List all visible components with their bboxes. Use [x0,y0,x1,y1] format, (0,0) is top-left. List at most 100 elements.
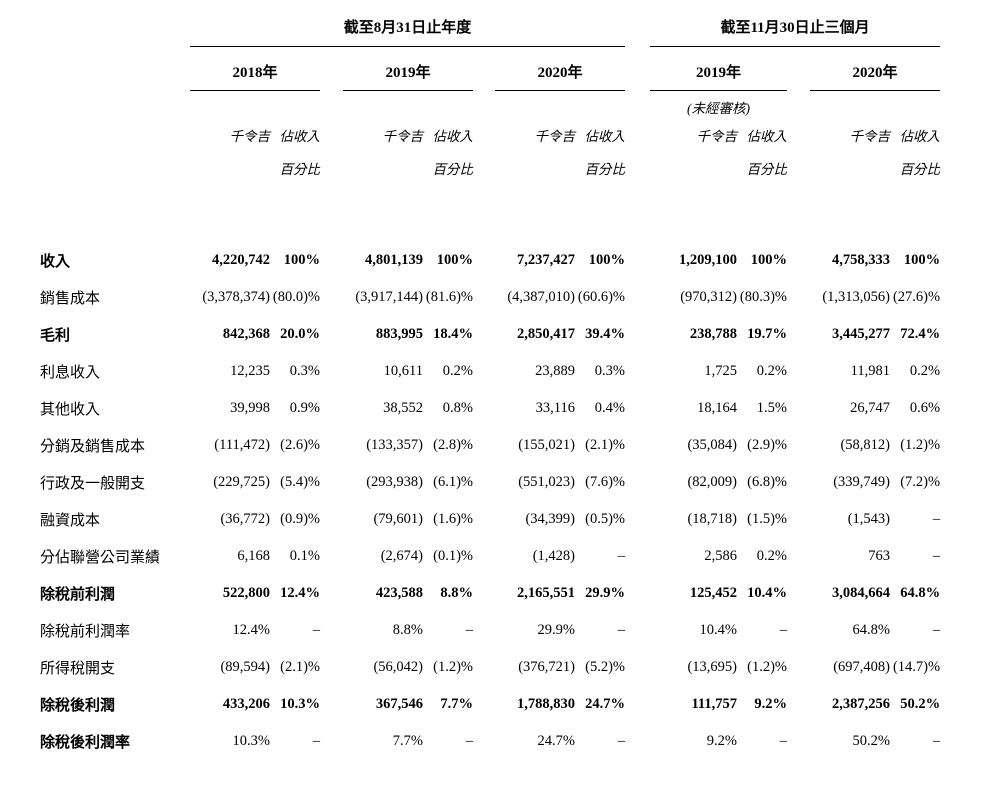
cell-percent: (7.6)% [585,474,626,490]
row-label: 融資成本 [40,513,101,529]
column-spacer [473,538,495,575]
cell-amount: 26,747 [850,400,891,416]
column-spacer [787,538,810,575]
cell-amount: (34,399) [525,511,575,527]
cell-percent: 29.9% [585,585,626,601]
cell-amount: 38,552 [383,400,423,416]
column-spacer [787,279,810,316]
column-spacer [787,353,810,390]
column-spacer [787,501,810,538]
cell-percent: – [779,733,788,749]
cell-amount: (293,938) [366,474,423,490]
cell-percent: (2.9)% [747,437,788,453]
cell-percent: – [465,622,473,638]
cell-percent: 0.2% [442,363,473,379]
unit-label-thousand-ringgit: 千令吉 [534,129,576,144]
cell-amount: 12,235 [230,363,270,379]
column-spacer [473,612,495,649]
column-spacer [320,46,343,90]
unit-label-thousand-ringgit: 千令吉 [382,129,424,144]
cell-percent: 0.6% [909,400,941,416]
year-header-q2020: 2020年 [810,46,941,91]
cell-amount: 3,084,664 [832,585,891,601]
pct-of-revenue-label-line1: 佔收入 [584,129,626,144]
group-gap-spacer [625,279,650,316]
cell-amount: (1,428) [532,548,575,564]
column-spacer [473,120,495,186]
cell-percent: (1.5)% [747,511,788,527]
cell-amount: 24.7% [537,733,575,749]
table-row: 所得稅開支 (89,594) (2.1)% (56,042) (1.2)% (376,72… [40,649,940,686]
cell-amount: (1,543) [847,511,891,527]
column-spacer [473,649,495,686]
cell-percent: – [312,622,320,638]
cell-amount: 10.4% [699,622,738,638]
cell-amount: 125,452 [689,585,738,601]
year-header-q2019: 2019年 [650,46,788,91]
cell-amount: 29.9% [537,622,575,638]
cell-amount: 12.4% [232,622,270,638]
cell-amount: (13,695) [687,659,738,675]
column-spacer [473,242,495,279]
cell-percent: – [617,733,626,749]
cell-percent: 8.8% [440,585,473,601]
cell-percent: 39.4% [585,326,626,342]
cell-percent: (80.0)% [272,289,320,305]
cell-percent: 7.7% [440,696,473,712]
group-gap-spacer [625,686,650,723]
column-spacer [40,186,940,242]
cell-amount: 39,998 [230,400,270,416]
cell-amount: 10.3% [232,733,270,749]
row-label: 除稅前利潤 [40,587,116,603]
cell-amount: 4,220,742 [212,252,270,268]
cell-amount: 9.2% [706,733,738,749]
cell-percent: (60.6)% [577,289,626,305]
cell-amount: 10,611 [383,363,423,379]
group-gap-spacer [625,4,650,46]
cell-percent: 9.2% [754,696,788,712]
row-label: 除稅後利潤率 [40,735,131,751]
cell-amount: 11,981 [850,363,891,379]
row-label: 所得稅開支 [40,661,116,677]
cell-amount: (697,408) [833,659,891,675]
column-spacer [320,390,343,427]
cell-percent: 100% [750,252,788,268]
cell-percent: – [779,622,788,638]
column-spacer [320,427,343,464]
column-spacer [320,612,343,649]
row-label: 其他收入 [40,402,101,418]
period-header-row: 截至8月31日止年度 截至11月30日止三個月 [40,4,941,47]
cell-percent: 0.2% [756,363,788,379]
cell-percent: – [617,548,626,564]
units-header-row: 千令吉 佔收入 百分比 千令吉 佔收入 百分比 千令吉 佔收入 百分比 [40,120,941,186]
table-row: 除稅後利潤 433,206 10.3% 367,546 7.7% 1,788,830 24.… [40,686,940,723]
column-spacer [320,279,343,316]
cell-percent: 50.2% [900,696,941,712]
cell-amount: 367,546 [375,696,423,712]
year-header-2019: 2019年 [343,46,473,91]
column-spacer [320,120,343,186]
cell-percent: – [617,622,626,638]
column-spacer [473,279,495,316]
cell-percent: 20.0% [280,326,320,342]
column-spacer [320,242,343,279]
cell-amount: 2,586 [704,548,738,564]
column-spacer [787,316,810,353]
year-header-2020: 2020年 [495,46,626,91]
pct-of-revenue-label-line2: 百分比 [584,162,626,177]
column-spacer [787,46,810,90]
cell-percent: 18.4% [433,326,473,342]
cell-percent: (7.2)% [900,474,941,490]
table-row: 除稅前利潤率 12.4% – 8.8% – 29.9% – 10.4% – 64.8% – [40,612,940,649]
cell-amount: 883,995 [375,326,423,342]
cell-amount: (339,749) [833,474,891,490]
cell-amount: 2,387,256 [832,696,891,712]
pct-of-revenue-label-line1: 佔收入 [279,129,321,144]
cell-amount: (3,917,144) [355,289,423,305]
cell-amount: (35,084) [687,437,738,453]
group-gap-spacer [625,390,650,427]
cell-amount: 238,788 [689,326,738,342]
row-label: 銷售成本 [40,291,101,307]
row-label: 行政及一般開支 [40,476,146,492]
cell-amount: (18,718) [687,511,738,527]
